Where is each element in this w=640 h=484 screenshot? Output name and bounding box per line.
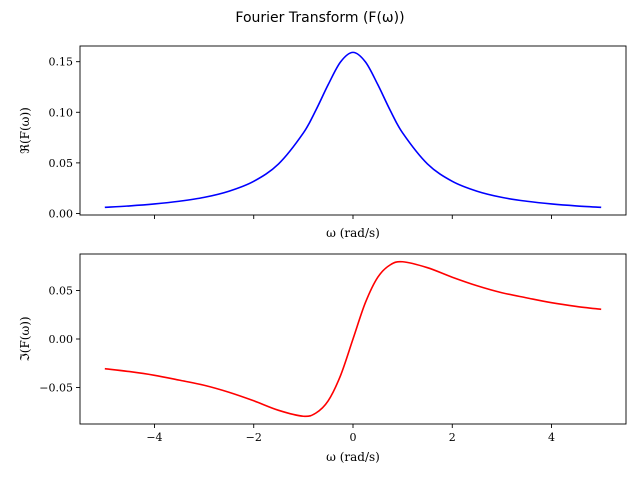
real-part-ytick-label: 0.00 [49,207,74,220]
real-part-xlabel: ω (rad/s) [326,226,380,240]
real-part-ytick-label: 0.15 [49,56,74,69]
real-part-ytick-label: 0.10 [49,106,74,119]
figure-title: Fourier Transform (F(ω)) [235,10,404,26]
imaginary-part-xtick-label: 4 [548,431,555,444]
real-part-series-line [104,51,602,209]
imaginary-part-ytick-label: −0.05 [39,382,73,395]
imaginary-part-xlabel: ω (rad/s) [326,450,380,464]
imaginary-part-ytick-label: 0.05 [49,284,74,297]
imaginary-part-ylabel: ℑ(F(ω)) [18,316,32,361]
real-part-axes: 0.00 0.05 0.10 0.15 ω (rad/s) ℜ(F(ω)) [18,45,627,240]
imaginary-part-xtick-label: 0 [350,431,357,444]
real-part-ylabel: ℜ(F(ω)) [18,107,32,154]
imaginary-part-axes: −4 −2 0 2 4 −0.05 0.00 0.05 ω (rad/s) ℑ(F(ω)) [18,253,627,464]
real-part-ytick-label: 0.05 [49,157,74,170]
imaginary-part-series-line [104,260,602,418]
imaginary-part-ytick-label: 0.00 [49,333,74,346]
imaginary-part-xtick-label: 2 [449,431,456,444]
imaginary-part-xtick-label: −2 [246,431,262,444]
imaginary-part-xtick-label: −4 [146,431,162,444]
